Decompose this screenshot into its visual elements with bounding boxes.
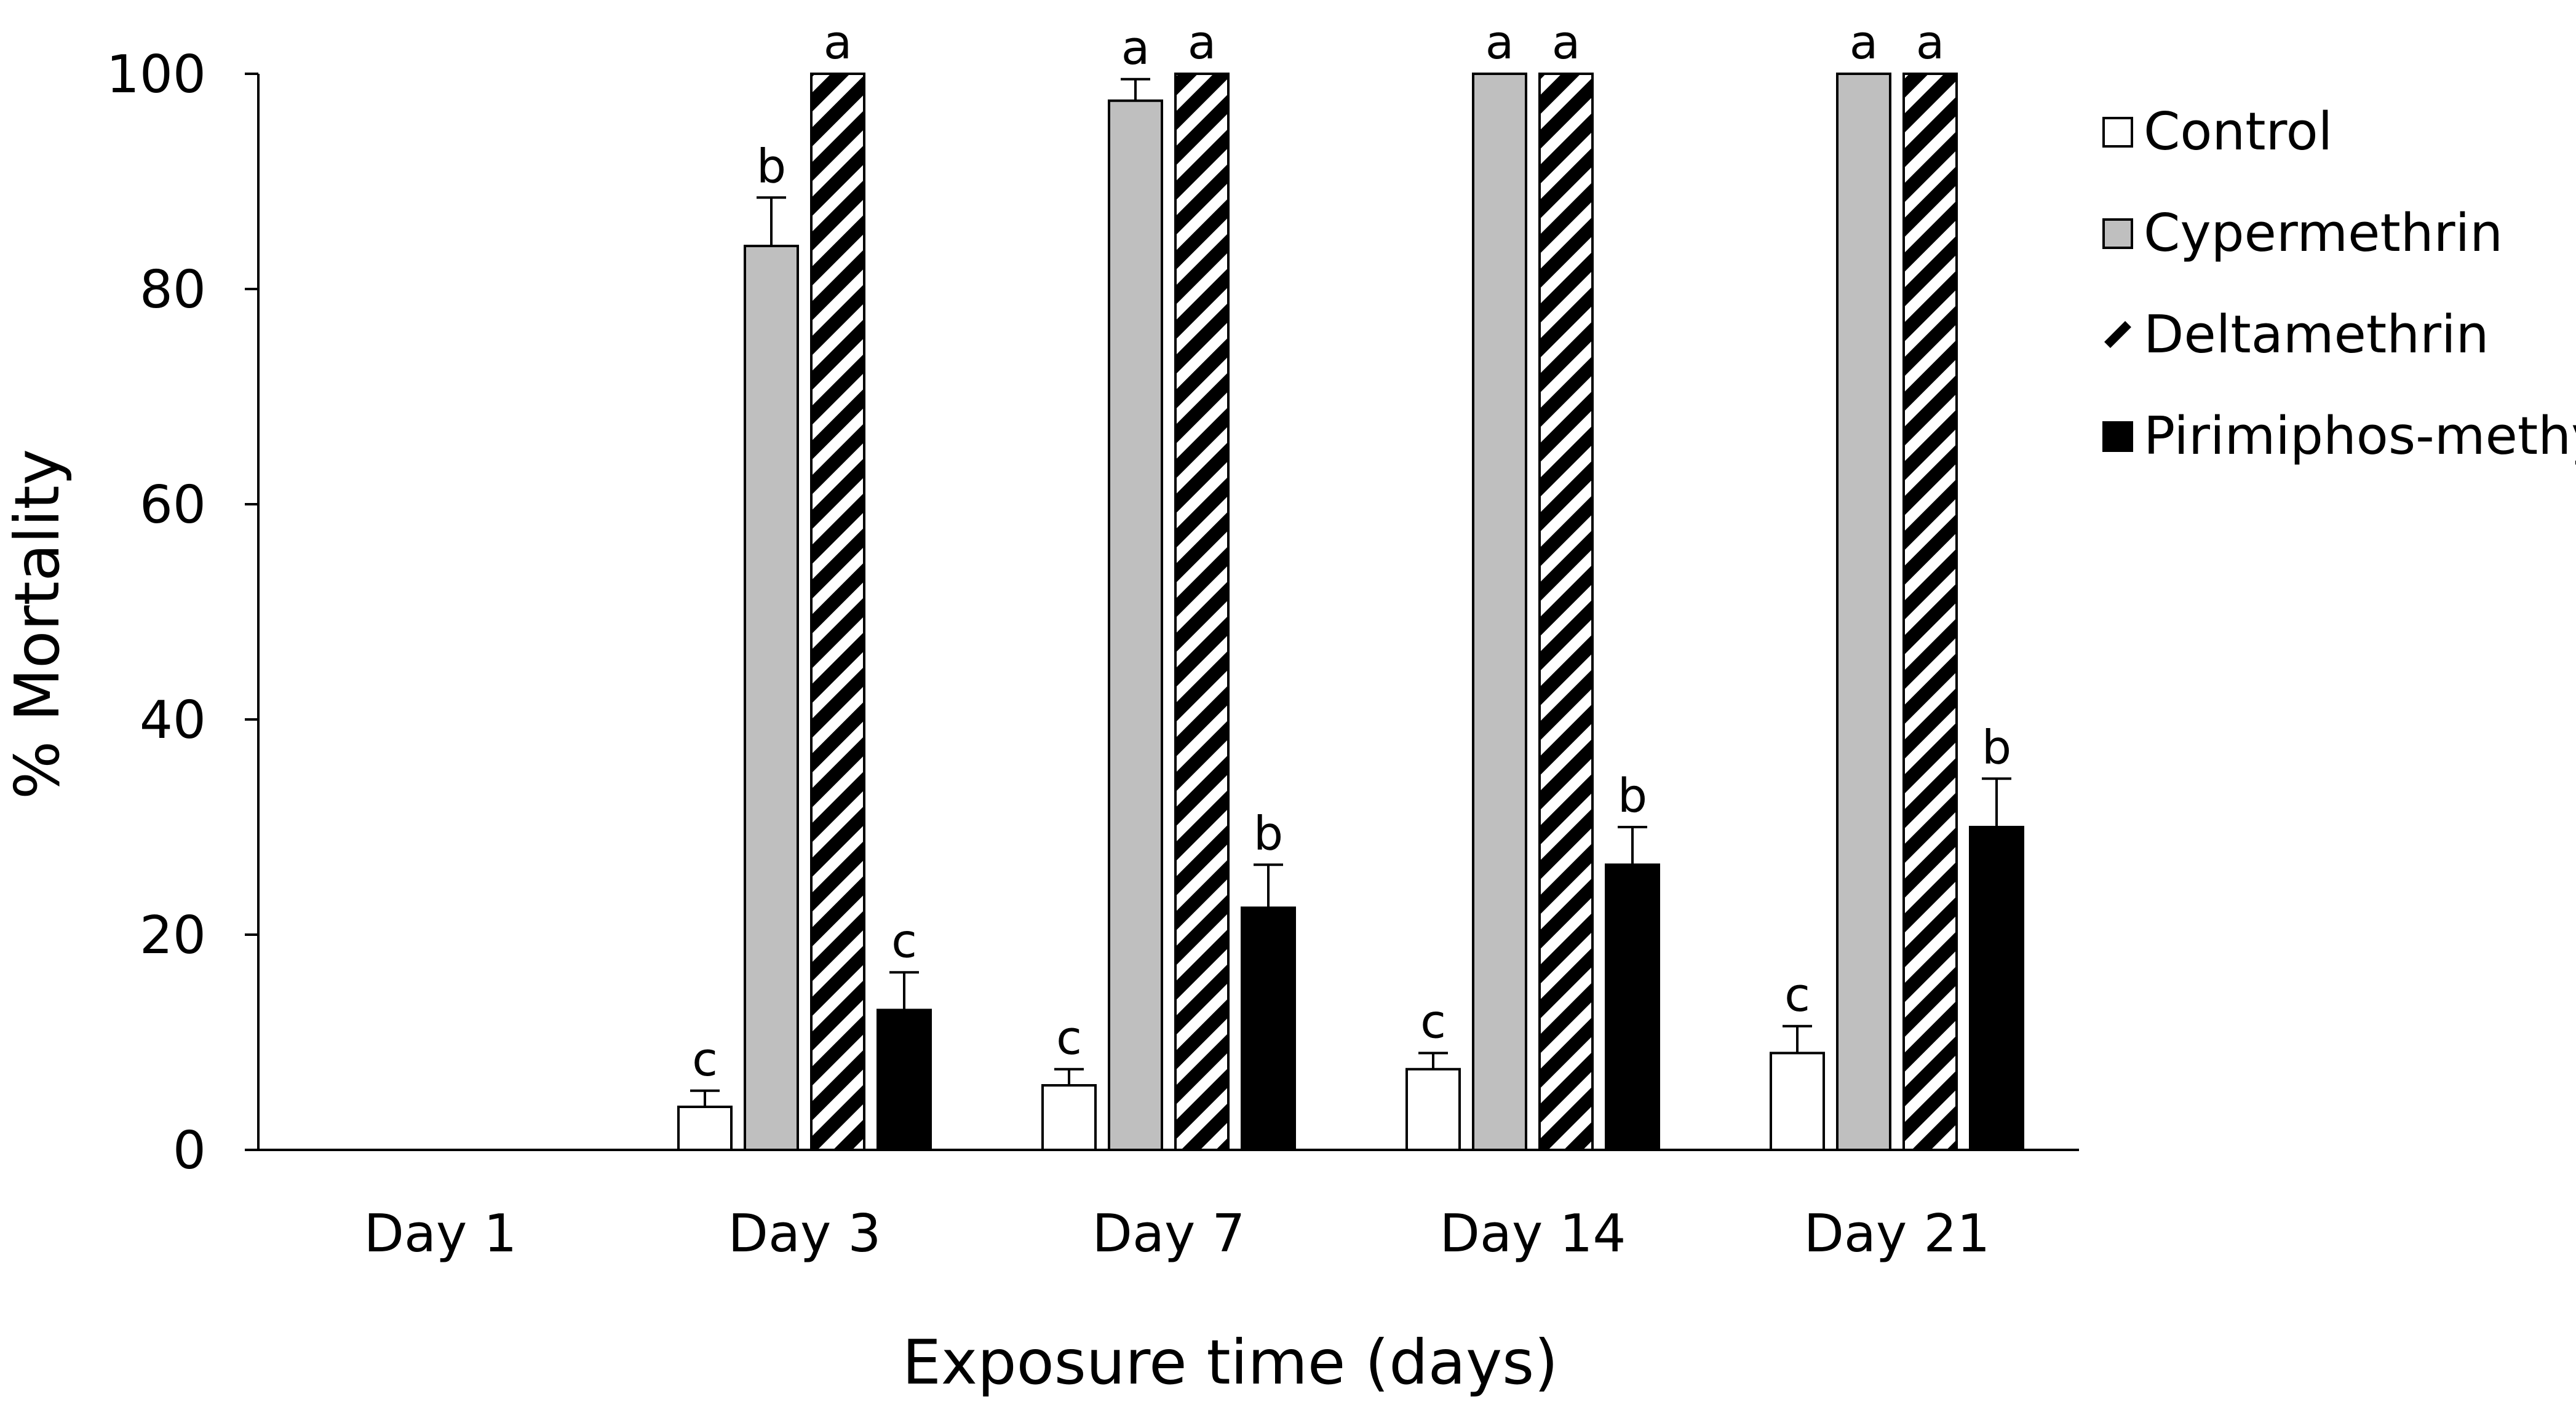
x-category-label: Day 21 (1803, 1203, 1990, 1264)
significance-letter: a (1850, 15, 1878, 69)
legend-label-pirimiphos-methyl: Pirimiphos-methyl (2144, 406, 2576, 467)
bar-deltamethrin (1174, 73, 1230, 1151)
legend-swatch-pirimiphos-methyl (2102, 421, 2133, 452)
bar-control (1770, 1052, 1825, 1151)
significance-letter: a (824, 15, 853, 69)
bar-cypermethrin (744, 245, 799, 1151)
significance-letter: c (1420, 994, 1446, 1049)
legend-label-deltamethrin: Deltamethrin (2144, 304, 2489, 365)
bar-pirimiphos-methyl (877, 1008, 932, 1151)
bar-control (677, 1106, 733, 1151)
y-tick-label: 0 (173, 1120, 206, 1181)
bar-cypermethrin (1836, 73, 1891, 1151)
legend-label-control: Control (2144, 101, 2332, 162)
significance-letter: b (1982, 719, 2011, 774)
significance-letter: a (1552, 15, 1581, 69)
legend-swatch-control (2102, 117, 2133, 148)
bar-control (1405, 1067, 1461, 1151)
significance-letter: b (757, 138, 786, 193)
bar-cypermethrin (1108, 99, 1163, 1151)
legend-swatch-cypermethrin (2102, 218, 2133, 249)
significance-letter: b (1254, 806, 1283, 860)
bar-pirimiphos-methyl (1969, 826, 2024, 1151)
x-category-label: Day 14 (1439, 1203, 1626, 1264)
significance-letter: c (891, 913, 917, 968)
x-category-label: Day 1 (364, 1203, 517, 1264)
bar-pirimiphos-methyl (1605, 863, 1660, 1151)
bar-deltamethrin (1538, 73, 1594, 1151)
bar-deltamethrin (1902, 73, 1958, 1151)
y-tick-label: 40 (140, 690, 206, 751)
x-category-label: Day 3 (728, 1203, 881, 1264)
significance-letter: a (1916, 15, 1945, 69)
y-tick-label: 100 (106, 44, 206, 105)
legend-label-cypermethrin: Cypermethrin (2144, 203, 2503, 264)
legend-swatch-deltamethrin (2104, 321, 2131, 348)
significance-letter: a (1485, 15, 1514, 69)
bar-deltamethrin (810, 73, 865, 1151)
bar-cypermethrin (1472, 73, 1527, 1151)
x-axis-title: Exposure time (days) (902, 1326, 1559, 1398)
x-category-label: Day 7 (1092, 1203, 1246, 1264)
significance-letter: b (1618, 768, 1647, 823)
y-tick-label: 60 (140, 475, 206, 536)
significance-letter: c (1056, 1010, 1082, 1065)
bar-pirimiphos-methyl (1241, 906, 1296, 1151)
y-tick-label: 80 (140, 259, 206, 320)
y-tick-label: 20 (140, 905, 206, 966)
significance-letter: c (692, 1032, 718, 1087)
significance-letter: a (1188, 15, 1217, 69)
y-axis-title: % Mortality (1, 449, 73, 799)
bar-control (1041, 1084, 1097, 1151)
significance-letter: a (1121, 20, 1150, 75)
significance-letter: c (1784, 967, 1810, 1022)
